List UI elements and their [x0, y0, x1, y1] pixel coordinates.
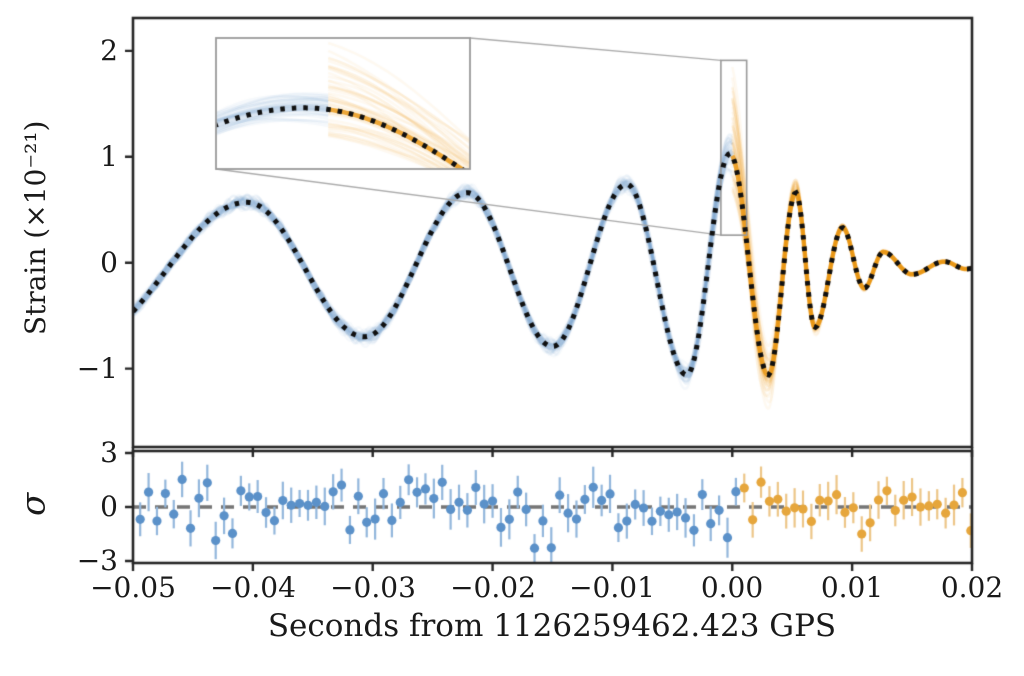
- x-axis-label: Seconds from 1126259462.423 GPS: [267, 608, 837, 644]
- xtick-m001: −0.01: [569, 571, 655, 604]
- xtick-m003: −0.03: [330, 571, 416, 604]
- sigma-ytick-3: 3: [100, 436, 118, 469]
- xtick-000: 0.00: [700, 571, 764, 604]
- strain-ytick-1: 1: [100, 140, 118, 173]
- strain-ytick-neg1: −1: [76, 352, 118, 385]
- sigma-ytick-neg3: −3: [76, 544, 118, 577]
- strain-axis-label: Strain (×10⁻²¹): [19, 120, 53, 336]
- xtick-m002: −0.02: [450, 571, 536, 604]
- xtick-m004: −0.04: [210, 571, 296, 604]
- xtick-002: 0.02: [940, 571, 1004, 604]
- strain-ytick-0: 0: [100, 246, 118, 279]
- xtick-m005: −0.05: [90, 571, 176, 604]
- sigma-ytick-0: 0: [100, 490, 118, 523]
- sigma-axis-label: σ: [13, 492, 54, 517]
- xtick-001: 0.01: [820, 571, 884, 604]
- strain-ytick-2: 2: [100, 34, 118, 67]
